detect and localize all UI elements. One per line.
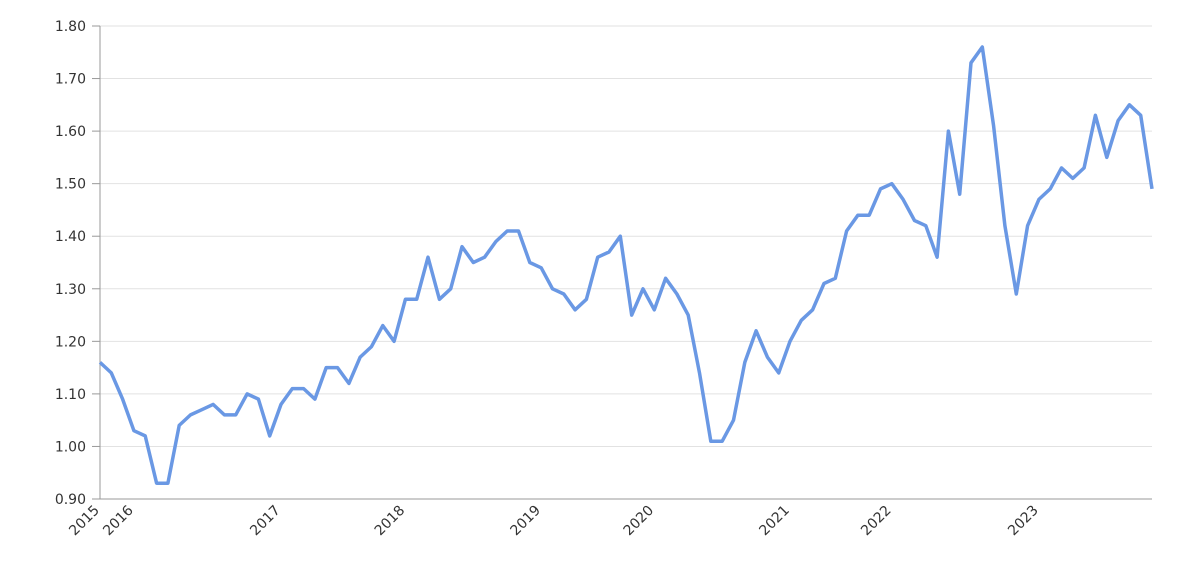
y-tick-label: 1.80: [55, 19, 86, 35]
x-tick-label: 2023: [1005, 503, 1042, 540]
x-tick-label: 2016: [100, 502, 137, 539]
y-tick-label: 1.30: [55, 282, 86, 298]
y-tick-label: 1.70: [55, 72, 86, 88]
x-tick-label: 2020: [621, 503, 658, 540]
y-tick-label: 1.50: [55, 177, 86, 193]
y-tick-label: 1.20: [55, 334, 86, 350]
x-tick-label: 2017: [247, 503, 284, 540]
y-tick-label: 1.40: [55, 229, 86, 245]
x-tick-label: 2018: [372, 503, 409, 540]
line: [98, 45, 1154, 485]
x-tick-label: 2019: [507, 503, 544, 540]
x-tick-label: 2022: [858, 503, 895, 540]
x-tick-label: 2021: [756, 503, 793, 540]
y-tick-label: 1.60: [55, 124, 86, 140]
y-tick-label: 1.10: [55, 387, 86, 403]
y-tick-label: 1.00: [55, 439, 86, 455]
y-tick-label: 0.90: [55, 492, 86, 508]
